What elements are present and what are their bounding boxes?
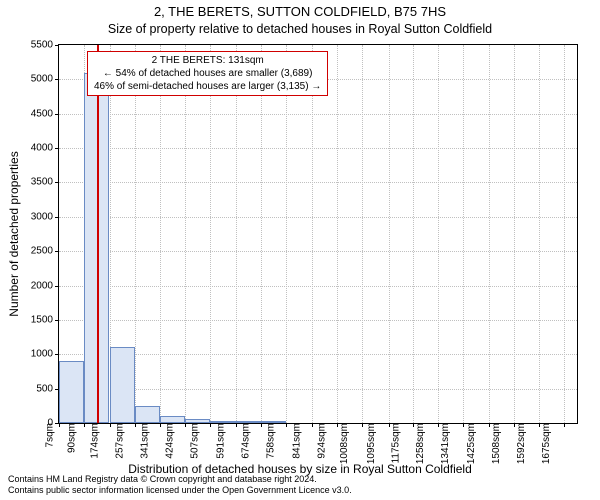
gridline-h [59, 251, 577, 252]
ytick-label: 500 [36, 383, 59, 394]
xtick-label: 90sqm [61, 423, 78, 453]
xtick-label: 674sqm [235, 423, 252, 459]
histogram-bar [236, 421, 261, 423]
chart-subtitle: Size of property relative to detached ho… [0, 22, 600, 36]
gridline-v [463, 45, 464, 423]
annotation-line: ← 54% of detached houses are smaller (3,… [94, 67, 321, 80]
histogram-bar [59, 361, 84, 423]
xtick-label: 1258sqm [409, 423, 426, 464]
xtick-label: 7sqm [38, 423, 55, 447]
histogram-bar [135, 406, 160, 423]
gridline-v [312, 45, 313, 423]
gridline-v [160, 45, 161, 423]
chart-title: 2, THE BERETS, SUTTON COLDFIELD, B75 7HS [0, 4, 600, 19]
gridline-v [514, 45, 515, 423]
copyright-text: Contains HM Land Registry data © Crown c… [8, 474, 352, 497]
histogram-bar [261, 421, 286, 423]
xtick-label: 1425sqm [459, 423, 476, 464]
ytick-label: 2500 [31, 246, 59, 257]
xtick-label: 1675sqm [535, 423, 552, 464]
xtick-label: 924sqm [310, 423, 327, 459]
annotation-box: 2 THE BERETS: 131sqm← 54% of detached ho… [87, 51, 328, 96]
gridline-h [59, 320, 577, 321]
gridline-h [59, 217, 577, 218]
histogram-bar [185, 419, 210, 423]
xtick-label: 1341sqm [434, 423, 451, 464]
xtick-label: 591sqm [210, 423, 227, 459]
copyright-line: Contains public sector information licen… [8, 485, 352, 496]
ytick-label: 3500 [31, 177, 59, 188]
gridline-v [210, 45, 211, 423]
ytick-label: 4500 [31, 108, 59, 119]
gridline-h [59, 389, 577, 390]
gridline-v [362, 45, 363, 423]
ytick-label: 3000 [31, 211, 59, 222]
ytick-label: 5000 [31, 74, 59, 85]
gridline-v [564, 45, 565, 423]
gridline-v [389, 45, 390, 423]
xtick-label: 1592sqm [510, 423, 527, 464]
gridline-h [59, 148, 577, 149]
gridline-v [539, 45, 540, 423]
plot-area: 0500100015002000250030003500400045005000… [58, 44, 578, 424]
annotation-line: 46% of semi-detached houses are larger (… [94, 80, 321, 93]
chart-container: 2, THE BERETS, SUTTON COLDFIELD, B75 7HS… [0, 0, 600, 500]
subject-marker-line [97, 45, 99, 423]
xtick-label: 758sqm [260, 423, 277, 459]
ytick-label: 2000 [31, 280, 59, 291]
ytick-label: 4000 [31, 143, 59, 154]
y-axis-label: Number of detached properties [7, 109, 21, 359]
xtick-mark [564, 423, 565, 427]
gridline-h [59, 182, 577, 183]
histogram-bar [210, 421, 235, 423]
gridline-v [438, 45, 439, 423]
gridline-v [413, 45, 414, 423]
ytick-label: 5500 [31, 40, 59, 51]
xtick-label: 841sqm [285, 423, 302, 459]
histogram-bar [110, 347, 135, 423]
copyright-line: Contains HM Land Registry data © Crown c… [8, 474, 352, 485]
gridline-h [59, 114, 577, 115]
xtick-label: 1095sqm [360, 423, 377, 464]
ytick-label: 1500 [31, 314, 59, 325]
gridline-h [59, 286, 577, 287]
gridline-h [59, 354, 577, 355]
annotation-line: 2 THE BERETS: 131sqm [94, 54, 321, 67]
xtick-label: 174sqm [83, 423, 100, 459]
xtick-label: 1175sqm [384, 423, 401, 463]
xtick-label: 257sqm [108, 423, 125, 459]
xtick-label: 1508sqm [485, 423, 502, 464]
gridline-v [286, 45, 287, 423]
gridline-v [489, 45, 490, 423]
gridline-v [135, 45, 136, 423]
histogram-bar [160, 416, 185, 423]
gridline-v [337, 45, 338, 423]
xtick-label: 1008sqm [333, 423, 350, 464]
gridline-v [261, 45, 262, 423]
xtick-label: 341sqm [134, 423, 151, 459]
ytick-label: 1000 [31, 349, 59, 360]
xtick-label: 424sqm [159, 423, 176, 459]
xtick-label: 507sqm [184, 423, 201, 459]
gridline-v [185, 45, 186, 423]
gridline-v [236, 45, 237, 423]
